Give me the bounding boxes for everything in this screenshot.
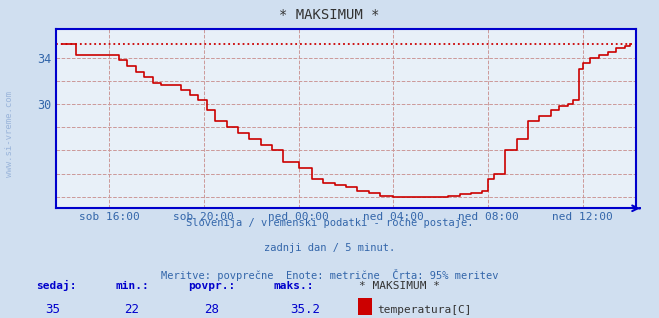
Text: zadnji dan / 5 minut.: zadnji dan / 5 minut. bbox=[264, 243, 395, 253]
Text: maks.:: maks.: bbox=[273, 281, 314, 291]
Text: temperatura[C]: temperatura[C] bbox=[377, 305, 471, 315]
Text: sedaj:: sedaj: bbox=[36, 280, 76, 291]
Text: * MAKSIMUM *: * MAKSIMUM * bbox=[279, 8, 380, 22]
Text: 35.2: 35.2 bbox=[290, 303, 320, 316]
Text: Meritve: povprečne  Enote: metrične  Črta: 95% meritev: Meritve: povprečne Enote: metrične Črta:… bbox=[161, 269, 498, 281]
Text: min.:: min.: bbox=[115, 281, 149, 291]
Text: Slovenija / vremenski podatki - ročne postaje.: Slovenija / vremenski podatki - ročne po… bbox=[186, 218, 473, 228]
Text: 22: 22 bbox=[124, 303, 139, 316]
Text: povpr.:: povpr.: bbox=[188, 281, 235, 291]
Text: www.si-vreme.com: www.si-vreme.com bbox=[5, 91, 14, 176]
Text: * MAKSIMUM *: * MAKSIMUM * bbox=[359, 281, 440, 291]
Text: 35: 35 bbox=[45, 303, 60, 316]
Text: 28: 28 bbox=[204, 303, 219, 316]
